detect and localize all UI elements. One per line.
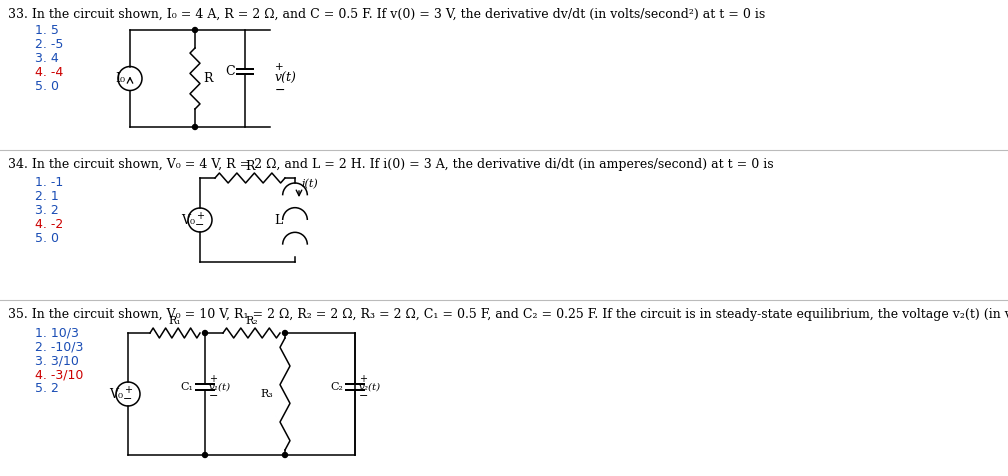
Text: R₃: R₃	[260, 389, 273, 399]
Text: v₁(t): v₁(t)	[209, 383, 231, 391]
Text: 4. -2: 4. -2	[35, 218, 64, 231]
Text: −: −	[359, 391, 368, 401]
Text: C₁: C₁	[180, 382, 193, 392]
Text: C₂: C₂	[331, 382, 343, 392]
Text: V₀: V₀	[181, 214, 195, 227]
Circle shape	[282, 330, 287, 336]
Text: R: R	[245, 159, 255, 172]
Text: 5. 0: 5. 0	[35, 232, 59, 246]
Text: i(t): i(t)	[301, 179, 318, 189]
Circle shape	[193, 125, 198, 129]
Circle shape	[282, 453, 287, 457]
Text: L: L	[275, 214, 283, 227]
Text: 33. In the circuit shown, I₀ = 4 A, R = 2 Ω, and C = 0.5 F. If v(0) = 3 V, the d: 33. In the circuit shown, I₀ = 4 A, R = …	[8, 8, 765, 21]
Text: 1. -1: 1. -1	[35, 177, 64, 189]
Text: 35. In the circuit shown, V₀ = 10 V, R₁ = 2 Ω, R₂ = 2 Ω, R₃ = 2 Ω, C₁ = 0.5 F, a: 35. In the circuit shown, V₀ = 10 V, R₁ …	[8, 308, 1008, 321]
Text: 4. -4: 4. -4	[35, 66, 64, 79]
Circle shape	[203, 453, 208, 457]
Text: 2. -5: 2. -5	[35, 38, 64, 50]
Text: v₂(t): v₂(t)	[359, 383, 381, 391]
Text: 5. 0: 5. 0	[35, 79, 59, 92]
Text: V₀: V₀	[109, 387, 123, 400]
Text: 3. 3/10: 3. 3/10	[35, 355, 79, 367]
Text: +: +	[196, 211, 204, 221]
Text: 4. -3/10: 4. -3/10	[35, 368, 84, 381]
Text: 34. In the circuit shown, V₀ = 4 V, R = 2 Ω, and L = 2 H. If i(0) = 3 A, the der: 34. In the circuit shown, V₀ = 4 V, R = …	[8, 158, 773, 171]
Text: +: +	[209, 374, 217, 384]
Text: I₀: I₀	[115, 72, 125, 85]
Text: −: −	[275, 84, 285, 97]
Text: 2. -10/3: 2. -10/3	[35, 340, 84, 354]
Text: 1. 5: 1. 5	[35, 23, 58, 37]
Text: +: +	[275, 61, 283, 71]
Circle shape	[193, 28, 198, 32]
Text: R₂: R₂	[245, 316, 258, 326]
Text: −: −	[123, 394, 133, 404]
Text: 1. 10/3: 1. 10/3	[35, 327, 79, 339]
Text: v(t): v(t)	[275, 72, 297, 85]
Text: 3. 2: 3. 2	[35, 205, 58, 218]
Text: +: +	[124, 385, 132, 395]
Text: −: −	[196, 220, 205, 230]
Text: 5. 2: 5. 2	[35, 383, 58, 396]
Text: 3. 4: 3. 4	[35, 51, 58, 65]
Text: C: C	[226, 65, 235, 78]
Circle shape	[203, 330, 208, 336]
Text: −: −	[209, 391, 219, 401]
Text: +: +	[359, 374, 367, 384]
Text: 2. 1: 2. 1	[35, 190, 58, 204]
Text: R: R	[203, 72, 213, 85]
Text: R₁: R₁	[168, 316, 181, 326]
